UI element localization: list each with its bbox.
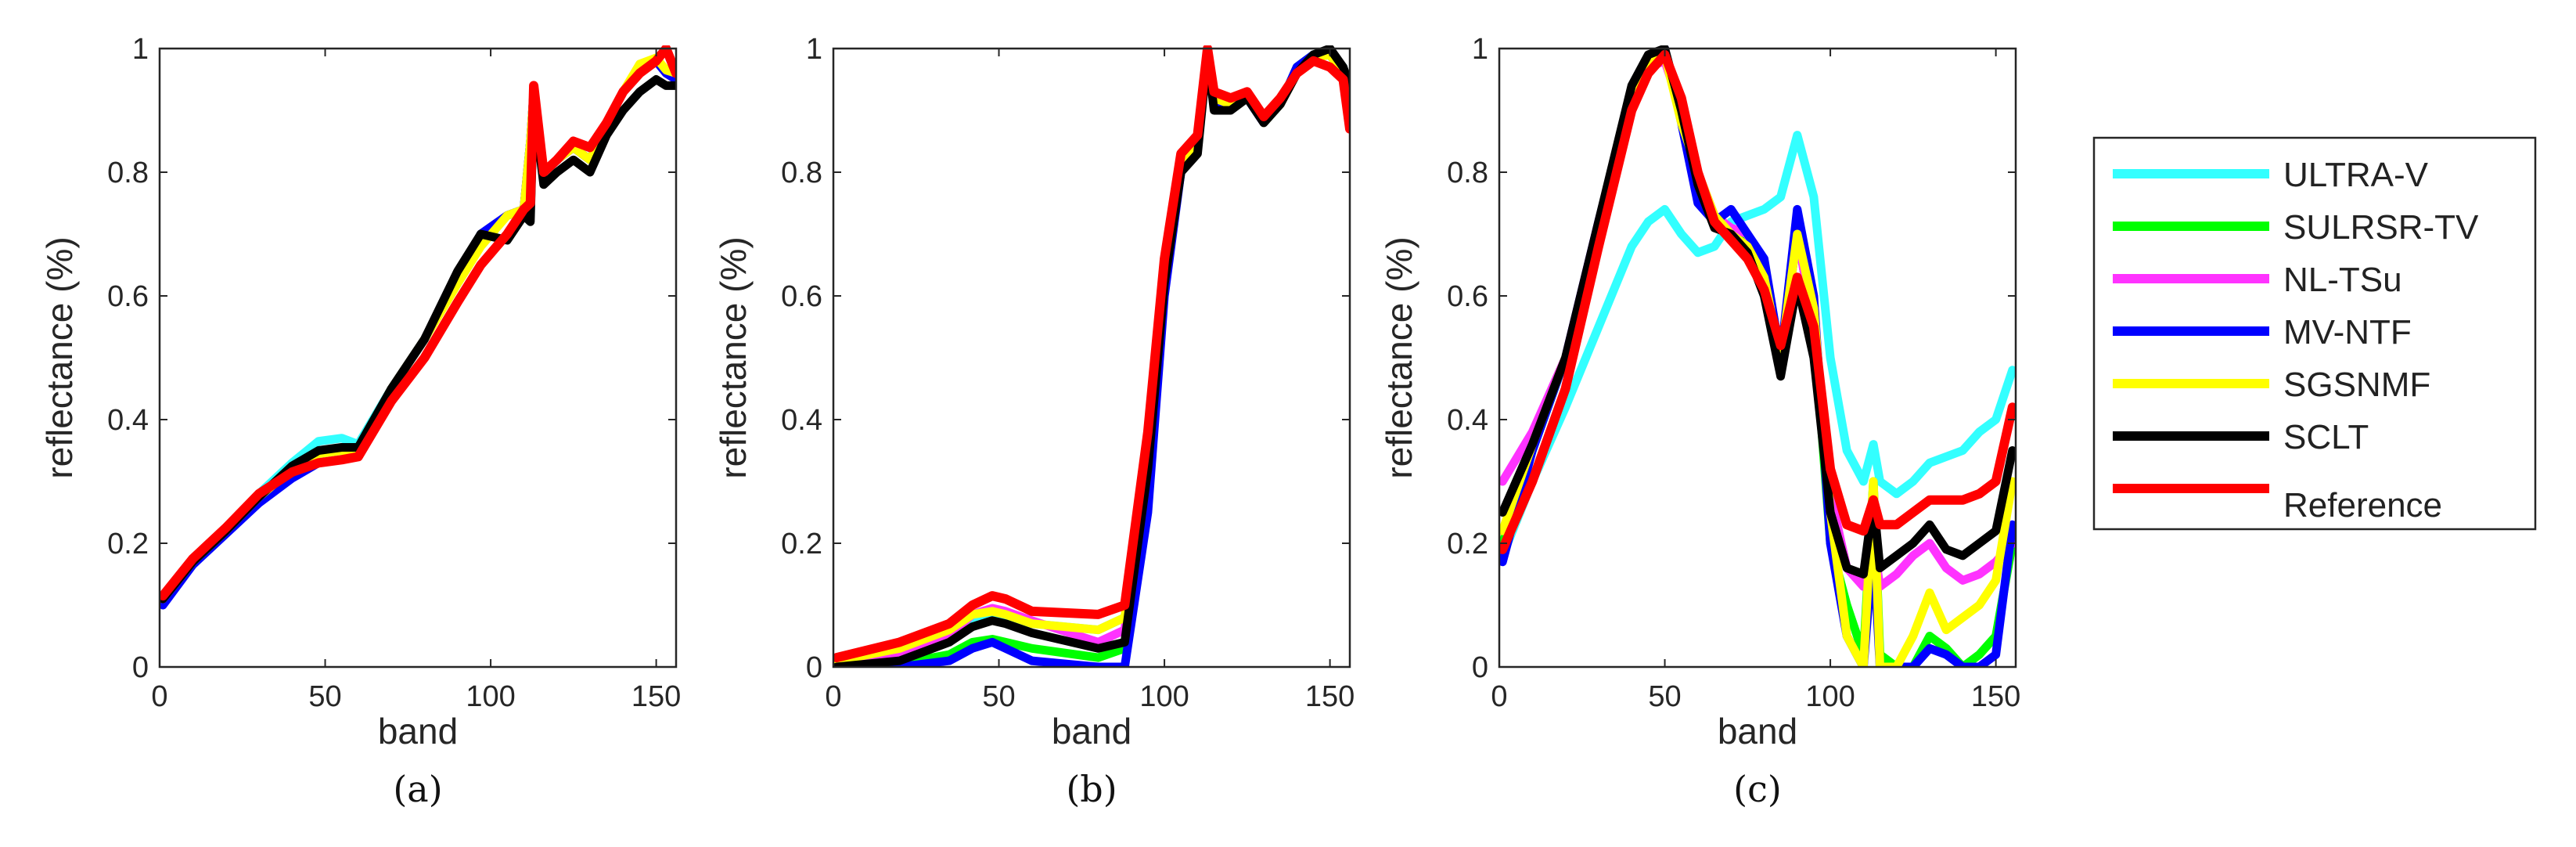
chart-c: 0 50 100 150 0 0.2 0.4 0.6 0.8 1 band reflectance (… bbox=[1379, 33, 2020, 810]
legend-label: SULRSR-TV bbox=[2283, 208, 2479, 247]
y-tick-label: 0.2 bbox=[781, 528, 822, 560]
y-axis-label: reflectance (%) bbox=[1379, 236, 1419, 478]
series-line-ultra-v bbox=[1499, 131, 2016, 560]
y-tick-label: 1 bbox=[1472, 33, 1488, 66]
y-axis-label: reflectance (%) bbox=[713, 236, 754, 478]
axes-box bbox=[1498, 47, 2017, 669]
y-tick-label: 0 bbox=[806, 651, 822, 684]
legend-entry: SGSNMF bbox=[2113, 366, 2430, 404]
series-group bbox=[160, 45, 676, 610]
series-group bbox=[1499, 45, 2016, 667]
axes-box bbox=[158, 47, 678, 669]
x-tick-label: 100 bbox=[1139, 680, 1189, 713]
series-line-reference bbox=[833, 45, 1350, 663]
y-tick-label: 0.8 bbox=[107, 157, 149, 189]
legend-label: Reference bbox=[2283, 486, 2442, 524]
x-tick-label: 150 bbox=[631, 680, 681, 713]
y-tick-label: 0.6 bbox=[107, 280, 149, 313]
panel-caption: (c) bbox=[1733, 768, 1782, 810]
legend-entry: Reference bbox=[2113, 484, 2442, 524]
chart-a: 0 50 100 150 0 0.2 0.4 0.6 0.8 1 band reflectance (… bbox=[39, 33, 681, 810]
y-tick-label: 0.2 bbox=[1447, 528, 1488, 560]
legend-entry: MV-NTF bbox=[2113, 313, 2412, 351]
chart-b: 0 50 100 150 0 0.2 0.4 0.6 0.8 1 band reflectance (… bbox=[713, 33, 1355, 810]
y-tick-label: 0.6 bbox=[781, 280, 822, 313]
legend: ULTRA-V SULRSR-TV NL-TSu MV-NTF SGSNMF SCLT Re… bbox=[2092, 136, 2537, 531]
x-tick-label: 150 bbox=[1305, 680, 1355, 713]
y-tick-label: 0.4 bbox=[781, 404, 822, 437]
legend-label: MV-NTF bbox=[2283, 313, 2412, 351]
x-axis-label: band bbox=[1718, 711, 1797, 751]
x-tick-label: 0 bbox=[151, 680, 167, 713]
y-tick-label: 0.6 bbox=[1447, 280, 1488, 313]
y-tick-label: 0.8 bbox=[1447, 157, 1488, 189]
y-tick-label: 0.2 bbox=[107, 528, 149, 560]
y-tick-label: 0 bbox=[132, 651, 149, 684]
x-axis-label: band bbox=[1052, 711, 1131, 751]
x-tick-label: 50 bbox=[982, 680, 1015, 713]
legend-label: ULTRA-V bbox=[2283, 156, 2429, 194]
y-tick-label: 0.4 bbox=[107, 404, 149, 437]
x-tick-label: 100 bbox=[1805, 680, 1855, 713]
legend-entry: ULTRA-V bbox=[2113, 156, 2429, 194]
legend-label: SCLT bbox=[2283, 418, 2369, 456]
y-tick-label: 0.4 bbox=[1447, 404, 1488, 437]
y-axis-label: reflectance (%) bbox=[39, 236, 80, 478]
x-tick-label: 0 bbox=[825, 680, 841, 713]
y-tick-label: 0 bbox=[1472, 651, 1488, 684]
legend-label: NL-TSu bbox=[2283, 261, 2402, 299]
y-tick-label: 1 bbox=[806, 33, 822, 66]
legend-label: SGSNMF bbox=[2283, 366, 2430, 404]
x-axis-label: band bbox=[378, 711, 458, 751]
x-tick-label: 50 bbox=[1648, 680, 1681, 713]
plot-area bbox=[833, 49, 1350, 667]
series-line-reference bbox=[160, 45, 676, 601]
series-line-reference bbox=[1499, 49, 2016, 554]
x-tick-label: 0 bbox=[1491, 680, 1507, 713]
x-tick-label: 50 bbox=[308, 680, 341, 713]
y-tick-label: 0.8 bbox=[781, 157, 822, 189]
panel-caption: (a) bbox=[393, 768, 442, 810]
panel-caption: (b) bbox=[1066, 768, 1117, 810]
legend-entry: NL-TSu bbox=[2113, 261, 2402, 299]
series-group bbox=[833, 45, 1350, 667]
legend-entry: SULRSR-TV bbox=[2113, 208, 2479, 247]
axes-box bbox=[832, 47, 1351, 669]
x-tick-label: 100 bbox=[466, 680, 515, 713]
legend-entry: SCLT bbox=[2113, 418, 2369, 456]
y-tick-label: 1 bbox=[132, 33, 149, 66]
x-tick-label: 150 bbox=[1971, 680, 2020, 713]
